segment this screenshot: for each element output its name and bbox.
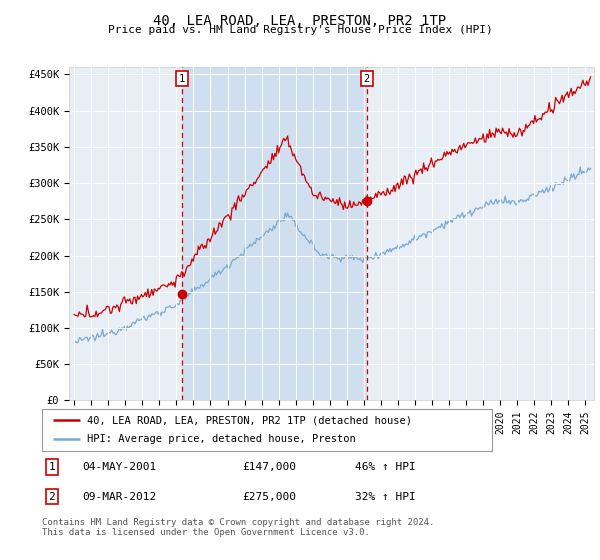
Text: 32% ↑ HPI: 32% ↑ HPI [355,492,416,502]
Text: 1: 1 [179,74,185,84]
Text: 46% ↑ HPI: 46% ↑ HPI [355,462,416,472]
Text: 40, LEA ROAD, LEA, PRESTON, PR2 1TP (detached house): 40, LEA ROAD, LEA, PRESTON, PR2 1TP (det… [87,415,412,425]
Text: Contains HM Land Registry data © Crown copyright and database right 2024.
This d: Contains HM Land Registry data © Crown c… [42,518,434,538]
Text: £275,000: £275,000 [242,492,296,502]
Text: HPI: Average price, detached house, Preston: HPI: Average price, detached house, Pres… [87,435,356,445]
Text: 04-MAY-2001: 04-MAY-2001 [83,462,157,472]
Text: 09-MAR-2012: 09-MAR-2012 [83,492,157,502]
Text: 40, LEA ROAD, LEA, PRESTON, PR2 1TP: 40, LEA ROAD, LEA, PRESTON, PR2 1TP [154,14,446,28]
Text: 2: 2 [364,74,370,84]
Text: 1: 1 [49,462,55,472]
Text: £147,000: £147,000 [242,462,296,472]
Text: Price paid vs. HM Land Registry's House Price Index (HPI): Price paid vs. HM Land Registry's House … [107,25,493,35]
Bar [182,67,367,400]
FancyBboxPatch shape [42,409,492,451]
Text: 2: 2 [49,492,55,502]
